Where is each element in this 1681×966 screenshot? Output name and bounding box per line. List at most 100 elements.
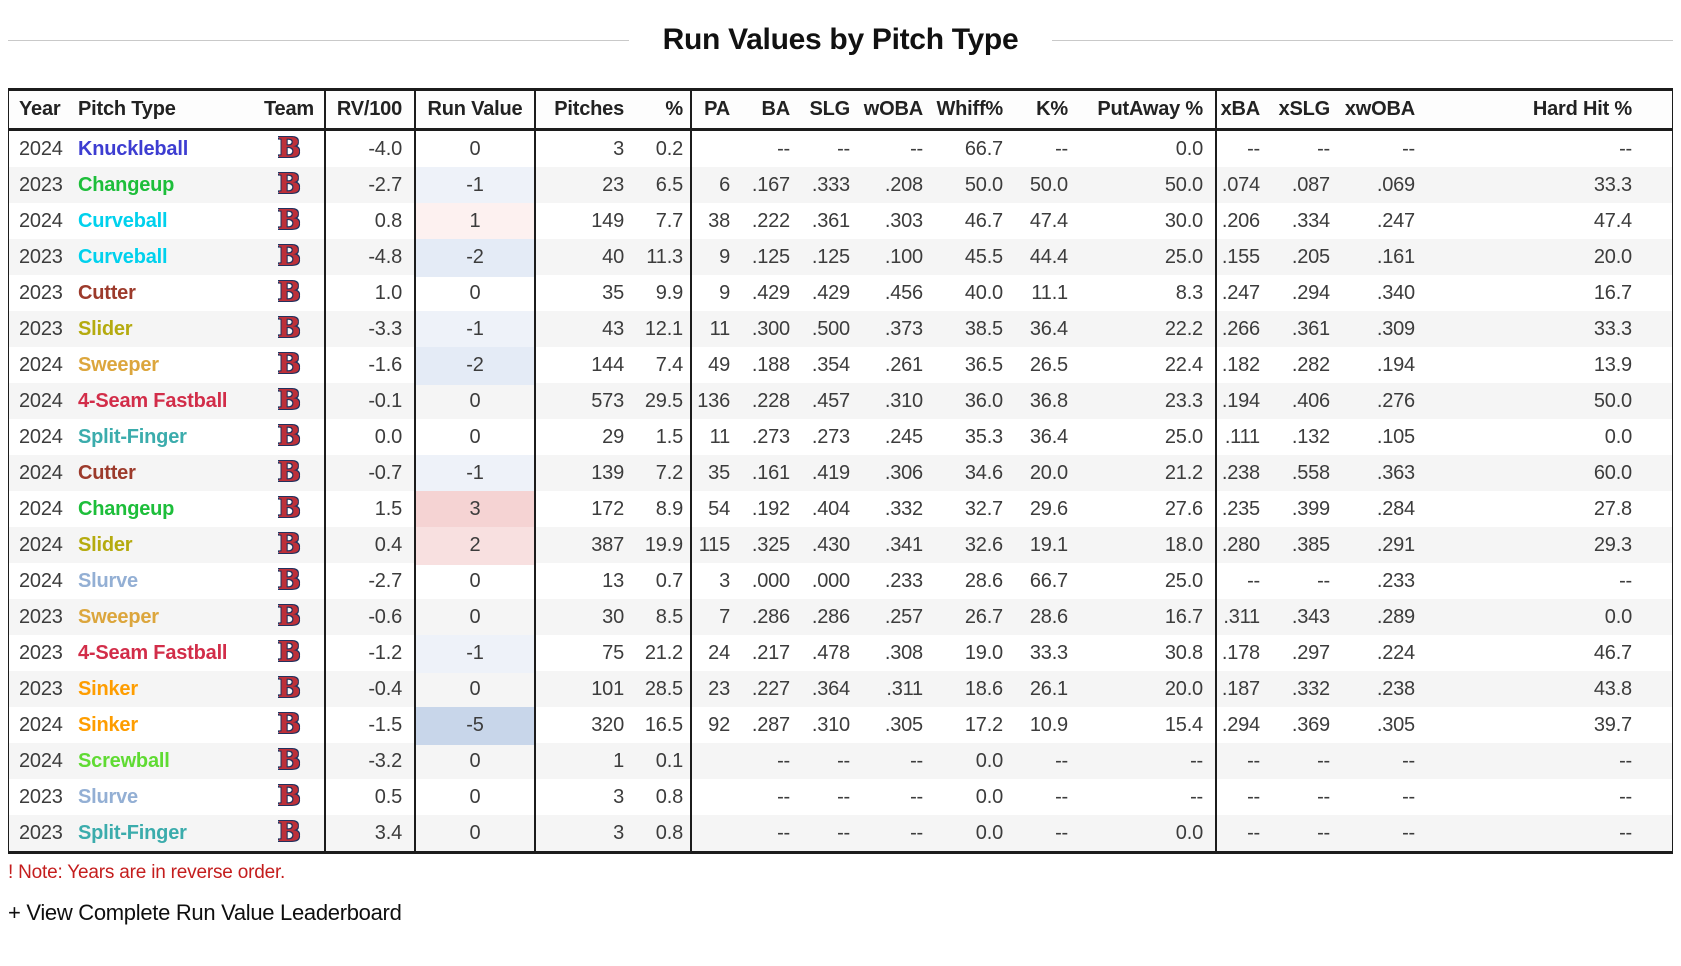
cell-woba: -- [910,786,923,808]
cell-pa: 9 [719,282,730,304]
header-hard-hit-pct[interactable]: Hard Hit % [1532,98,1632,120]
header-team-logo[interactable]: Team [254,91,326,128]
header-xba[interactable]: xBA [1220,98,1261,120]
cell-k-pct: 26.1 [1029,678,1068,700]
cell-rv100: -0.1 [326,383,416,421]
cell-pitches: 144 [591,354,624,376]
cell-pitch-pct: 7.4 [636,347,692,385]
cell-pitch-type: Changeup [78,174,175,196]
cell-putaway-pct: 23.3 [1080,383,1217,421]
cell-xslg: .132 [1291,426,1330,448]
cell-k-pct: -- [1055,750,1068,772]
cell-hard-hit-pct: 50.0 [1593,390,1632,412]
header-year[interactable]: Year [19,98,61,120]
cell-whiff-pct: 32.7 [964,498,1003,520]
cell-xslg: .297 [1291,642,1330,664]
cell-pa: 23 [708,678,730,700]
cell-ba: .217 [751,642,790,664]
cell-whiff-pct: 18.6 [964,678,1003,700]
team-logo-icon: B [277,457,301,488]
cell-pitch-type: Curveball [78,210,168,232]
header-pitches[interactable]: Pitches [554,98,624,120]
cell-run-value: 0 [416,275,536,313]
cell-k-pct: 10.9 [1029,714,1068,736]
cell-pitch-pct: 16.5 [636,707,692,745]
cell-rv100: -1.2 [326,635,416,673]
cell-pitch-type: Screwball [78,750,170,772]
cell-ba: -- [777,786,790,808]
cell-putaway-pct: 0.0 [1080,815,1217,853]
cell-hard-hit-pct: 29.3 [1593,534,1632,556]
cell-xwoba: .238 [1376,678,1415,700]
cell-rv100: -3.2 [326,743,416,781]
cell-pitch-type: Changeup [78,498,175,520]
cell-team-logo: B [254,203,326,241]
cell-pa [692,743,742,781]
table-row: 2024 Slider B 0.4 2 387 19.9 115 .325 .430 .341 32.… [9,527,1672,565]
view-complete-leaderboard-link[interactable]: + View Complete Run Value Leaderboard [8,900,402,925]
cell-rv100: -0.4 [326,671,416,709]
header-whiff-pct[interactable]: Whiff% [936,98,1003,120]
header-xslg[interactable]: xSLG [1278,98,1331,120]
cell-pa: 38 [708,210,730,232]
cell-team-logo: B [254,527,326,565]
cell-rv100: 0.0 [326,419,416,457]
cell-xba: -- [1247,822,1260,844]
cell-slg: .361 [811,210,850,232]
cell-pitch-pct: 29.5 [636,383,692,421]
cell-putaway-pct: 25.0 [1080,239,1217,277]
cell-pitches: 149 [591,210,624,232]
cell-pitch-type: Split-Finger [78,426,187,448]
header-woba[interactable]: wOBA [863,98,923,120]
cell-year: 2024 [19,426,63,448]
team-logo-icon: B [277,133,301,164]
cell-pitch-pct: 8.9 [636,491,692,529]
cell-xwoba: .305 [1376,714,1415,736]
cell-hard-hit-pct: 47.4 [1593,210,1632,232]
cell-year: 2023 [19,822,63,844]
cell-pitches: 43 [602,318,624,340]
cell-ba: -- [777,138,790,160]
cell-ba: .287 [751,714,790,736]
cell-whiff-pct: 28.6 [964,570,1003,592]
cell-whiff-pct: 34.6 [964,462,1003,484]
reverse-order-note: ! Note: Years are in reverse order. [8,862,286,883]
cell-pitch-type: Knuckleball [78,138,189,160]
cell-xba: -- [1247,138,1260,160]
header-xwoba[interactable]: xwOBA [1344,98,1415,120]
table-row: 2024 Changeup B 1.5 3 172 8.9 54 .192 .404 .332 32.… [9,491,1672,529]
header-ba[interactable]: BA [761,98,791,120]
cell-xwoba: .291 [1376,534,1415,556]
cell-pitch-pct: 19.9 [636,527,692,565]
cell-pitch-pct: 0.7 [636,563,692,601]
header-k-pct[interactable]: K% [1036,98,1068,120]
cell-putaway-pct: -- [1080,779,1217,817]
cell-slg: .429 [811,282,850,304]
header-pitch-type[interactable]: Pitch Type [78,98,176,120]
table-row: 2023 Slider B -3.3 -1 43 12.1 11 .300 .500 .373 38.… [9,311,1672,349]
cell-k-pct: 36.4 [1029,318,1068,340]
header-run-value[interactable]: Run Value [416,91,536,128]
title-divider-line [8,39,629,41]
team-logo-icon: B [277,529,301,560]
cell-rv100: 0.4 [326,527,416,565]
cell-xwoba: .224 [1376,642,1415,664]
cell-pitches: 35 [602,282,624,304]
header-putaway-pct[interactable]: PutAway % [1080,91,1217,128]
team-logo-icon: B [277,601,301,632]
cell-slg: .478 [811,642,850,664]
cell-rv100: -3.3 [326,311,416,349]
header-pa[interactable]: PA [704,98,730,120]
team-logo-icon: B [277,673,301,704]
cell-whiff-pct: 45.5 [964,246,1003,268]
cell-xslg: -- [1317,138,1330,160]
team-logo-icon: B [277,349,301,380]
header-slg[interactable]: SLG [809,98,850,120]
cell-team-logo: B [254,707,326,745]
cell-ba: -- [777,822,790,844]
header-rv100[interactable]: RV/100 [326,91,416,128]
cell-pitches: 101 [591,678,624,700]
cell-xba: .111 [1224,426,1260,448]
cell-year: 2024 [19,390,63,412]
header-pitch-pct[interactable]: % [636,91,692,128]
